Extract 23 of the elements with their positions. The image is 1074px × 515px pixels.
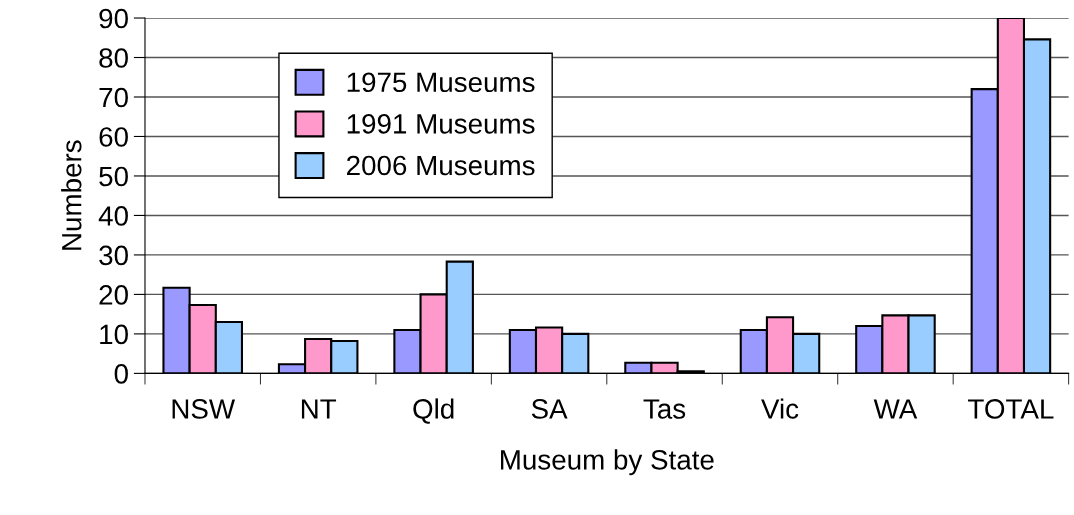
x-tick-label: SA [531,399,568,419]
y-tick-label: 30 [99,245,128,266]
y-tick-label: 60 [99,127,128,147]
y-tick-label: 50 [99,166,128,187]
legend-label: 1975 Museums [347,72,535,93]
x-tick-label: WA [873,399,918,419]
y-tick-label: 70 [99,87,128,108]
legend-label: 1991 Museums [347,114,535,134]
y-tick-label: 90 [99,8,128,29]
x-tick-label: Vic [761,398,799,419]
x-tick-label: TOTAL [968,399,1054,419]
y-tick-label: 40 [98,206,128,226]
x-tick-label: Tas [643,399,686,419]
x-tick-label: NT [301,399,337,419]
y-tick-label: 80 [99,48,128,68]
x-tick-label: NSW [172,399,236,419]
y-tick-label: 0 [114,364,128,384]
y-tick-label: 20 [99,285,128,305]
legend-label: 2006 Museums [347,155,535,176]
y-axis-title: Numbers [61,140,82,250]
y-tick-label: 10 [100,324,128,345]
x-axis-title: Museum by State [501,449,714,476]
x-tick-label: Qld [413,398,454,424]
